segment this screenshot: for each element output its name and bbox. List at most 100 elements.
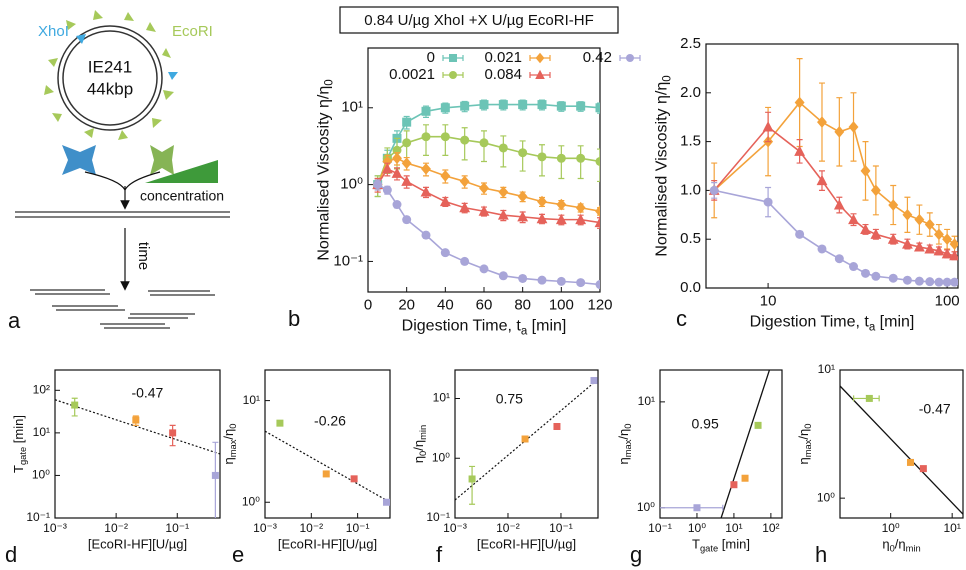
marker (498, 186, 509, 198)
marker (440, 103, 450, 113)
label-part: min (419, 425, 429, 440)
x-tick-label: 80 (514, 296, 531, 313)
xhoi-enzyme (62, 145, 96, 175)
label-part: max (229, 439, 239, 457)
marker (870, 184, 881, 197)
label-part: /η (895, 537, 906, 552)
plasmid-label: IE241 (88, 57, 132, 76)
x-tick-label: 10 (760, 292, 777, 309)
plot-frame (705, 43, 959, 289)
label-part: min (906, 544, 921, 554)
marker (902, 238, 913, 249)
plot-frame (454, 369, 599, 519)
marker (459, 175, 470, 188)
marker (914, 276, 924, 286)
plot-data (55, 397, 220, 518)
ecori-sites (44, 10, 174, 140)
marker (537, 100, 547, 110)
y-axis-label: Normalised Viscosity η/η0 (654, 75, 674, 256)
x-axis-label: Digestion Time, ta [min] (750, 314, 915, 334)
plot-data (840, 385, 963, 515)
x-tick-label: 10⁻¹ (648, 521, 672, 535)
marker (888, 273, 898, 283)
panel: 10 100 0.0 0.5 1.0 1.5 2.0 2.5 c Digestion Time, … (654, 35, 960, 333)
y-tick-label: 10¹ (638, 394, 655, 408)
error-bar (597, 217, 600, 229)
x-tick-label: 120 (587, 296, 612, 313)
legend-label: 0.0021 (389, 66, 435, 83)
x-tick-label: 10¹ (943, 521, 960, 535)
plasmid-ring (62, 30, 158, 126)
label-part: 0 (890, 544, 895, 554)
marker (536, 212, 548, 224)
marker (924, 218, 935, 231)
marker (902, 208, 913, 221)
marker (382, 498, 390, 506)
x-tick-label: 10⁻¹ (549, 521, 573, 535)
marker (440, 132, 450, 142)
label-part: Digestion Time, t (750, 314, 870, 331)
legend-label: 0.084 (484, 66, 522, 83)
marker (595, 280, 600, 290)
plasmid-size: 44kbp (87, 79, 133, 98)
marker (942, 233, 953, 246)
marker (132, 416, 140, 424)
marker (322, 470, 330, 478)
label-part: Normalised Viscosity η/η (316, 86, 333, 261)
fit-line (55, 399, 220, 455)
panel-label: f (436, 542, 443, 567)
x-tick-label: 10⁻¹ (165, 521, 189, 535)
x-tick-label: 0 (364, 296, 372, 313)
marker (518, 273, 528, 283)
label-part: gate (19, 447, 29, 465)
xhoi-site (76, 34, 86, 44)
panel-label: e (232, 542, 244, 567)
marker (902, 275, 912, 285)
marker (754, 421, 762, 429)
label-part: /η (617, 429, 632, 440)
label-part: [EcoRI-HF][U/µg] (477, 537, 576, 552)
panel-label: b (288, 306, 300, 331)
x-tick-label: 40 (437, 296, 454, 313)
marker (498, 271, 508, 281)
y-axis-label: ηmax/η0 (222, 424, 239, 465)
series-line (377, 183, 600, 286)
marker (421, 132, 431, 142)
marker (887, 233, 899, 244)
x-axis-label: η0/ηmin (882, 537, 920, 554)
marker (913, 241, 925, 252)
y-tick-label: 10⁻¹ (26, 510, 50, 524)
y-tick-label: 0.5 (680, 230, 701, 247)
label-part: a (521, 325, 528, 337)
marker (833, 199, 845, 210)
panel: 10⁻³ 10⁻² 10⁻¹ 10⁻¹ 10⁰ 10¹ 10² d [EcoRI-HF][U/µ… (5, 369, 221, 567)
label-part: 0 (323, 79, 335, 85)
label-part: 0 (229, 424, 239, 429)
marker (849, 262, 859, 272)
x-tick-label: 10⁻² (496, 521, 520, 535)
label-part: /η (222, 429, 237, 440)
marker (553, 422, 561, 430)
label-part: [min] (527, 318, 566, 335)
y-tick-label: 10⁰ (340, 176, 363, 193)
marker (933, 245, 945, 256)
label-part: max (624, 439, 634, 457)
plot-frame (54, 369, 221, 519)
error-bar (597, 148, 600, 183)
label-part: [EcoRI-HF][U/µg] (88, 537, 187, 552)
header-box (339, 6, 619, 34)
marker (382, 155, 393, 168)
series-line (376, 167, 600, 224)
marker (817, 116, 827, 128)
x-tick-label: 10² (762, 521, 779, 535)
x-tick-label: 10⁰ (688, 521, 706, 535)
marker (537, 195, 547, 208)
concentration-label: concentration (140, 188, 224, 204)
marker (950, 277, 958, 287)
y-tick-label: 10⁰ (32, 468, 50, 482)
label-part: T (12, 465, 27, 473)
legend-label: 0.021 (484, 49, 522, 66)
marker (693, 504, 701, 512)
label-part: [min] (718, 537, 750, 552)
